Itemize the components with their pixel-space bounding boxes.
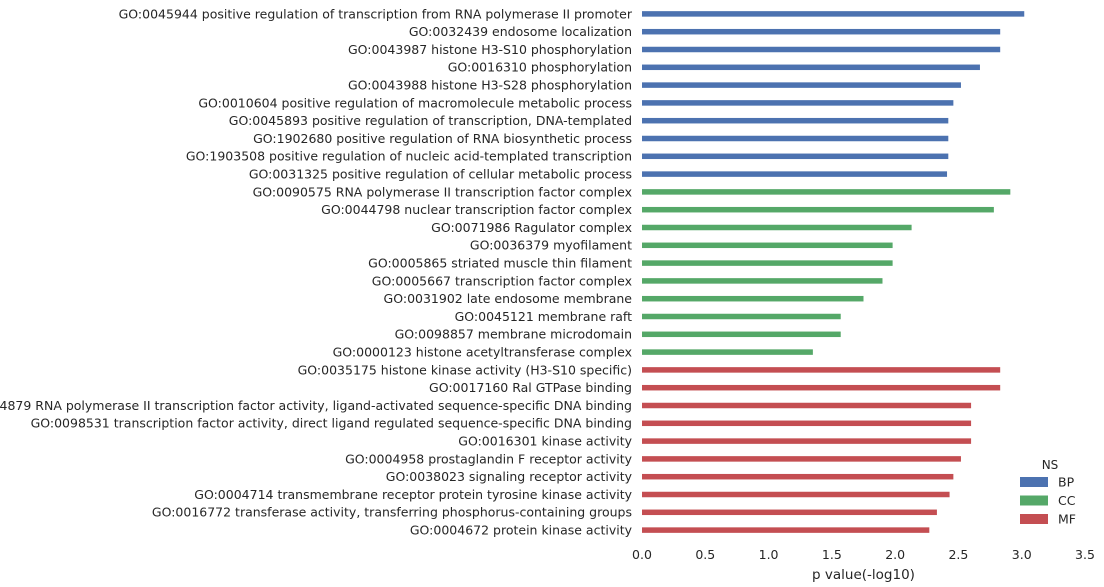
bar-bp <box>642 100 954 106</box>
x-tick-label: 0.5 <box>695 547 715 562</box>
category-label: GO:0098857 membrane microdomain <box>395 327 632 342</box>
bar-bp <box>642 153 949 160</box>
legend: NS BP CC MF <box>1020 458 1076 526</box>
bar-cc <box>642 206 994 213</box>
bar-mf <box>642 491 950 498</box>
bar-bp <box>642 11 1025 17</box>
bar-mf <box>642 420 972 427</box>
legend-title: NS <box>1042 458 1059 472</box>
x-tick-label: 2.0 <box>885 547 905 562</box>
category-label: GO:0038023 signaling receptor activity <box>386 469 633 484</box>
legend-label-mf: MF <box>1058 511 1076 526</box>
x-axis-ticks: 0.0 0.5 1.0 1.5 2.0 2.5 3.0 3.5 <box>632 547 1095 562</box>
legend-label-bp: BP <box>1058 474 1075 489</box>
x-tick-label: 1.0 <box>759 547 779 562</box>
bar-mf <box>642 456 961 462</box>
category-label: GO:0005865 striated muscle thin filament <box>368 255 632 270</box>
bar-mf <box>642 402 972 409</box>
category-label: GO:0004879 RNA polymerase II transcripti… <box>0 398 632 413</box>
category-label: GO:0044798 nuclear transcription factor … <box>321 202 632 217</box>
category-label: GO:0010604 positive regulation of macrom… <box>198 95 632 110</box>
bar-cc <box>642 331 841 338</box>
bar-cc <box>642 224 912 231</box>
x-tick-label: 3.5 <box>1075 547 1095 562</box>
legend-swatch-mf <box>1020 514 1048 524</box>
bar-cc <box>642 260 893 266</box>
category-label: GO:0004714 transmembrane receptor protei… <box>194 487 632 502</box>
bar-mf <box>642 438 972 444</box>
category-label: GO:0045944 positive regulation of transc… <box>119 6 633 21</box>
bar-cc <box>642 189 1011 195</box>
category-label: GO:0016301 kinase activity <box>458 433 632 448</box>
x-tick-label: 3.0 <box>1012 547 1032 562</box>
category-label: GO:0016772 transferase activity, transfe… <box>152 505 632 520</box>
bar-bp <box>642 171 948 177</box>
bar-bp <box>642 64 980 71</box>
x-tick-label: 1.5 <box>822 547 842 562</box>
bar-cc <box>642 349 813 355</box>
category-label: GO:0036379 myofilament <box>470 238 632 253</box>
category-label: GO:1902680 positive regulation of RNA bi… <box>253 131 632 146</box>
x-axis-title: p value(-log10) <box>812 567 915 583</box>
category-label: GO:1903508 positive regulation of nuclei… <box>186 149 632 164</box>
category-label: GO:0017160 Ral GTPase binding <box>429 380 632 395</box>
bar-bp <box>642 46 1001 53</box>
category-label: GO:0045121 membrane raft <box>455 309 633 324</box>
bar-mf <box>642 527 930 533</box>
legend-swatch-bp <box>1020 477 1048 487</box>
bar-mf <box>642 473 954 480</box>
bar-cc <box>642 295 864 302</box>
bars-layer <box>642 11 1025 533</box>
legend-label-cc: CC <box>1058 493 1076 508</box>
bar-cc <box>642 242 893 249</box>
category-label: GO:0098531 transcription factor activity… <box>31 416 632 431</box>
bar-cc <box>642 278 883 284</box>
bar-mf <box>642 509 937 516</box>
category-label: GO:0004672 protein kinase activity <box>410 522 633 537</box>
category-label: GO:0090575 RNA polymerase II transcripti… <box>253 184 632 199</box>
category-label: GO:0032439 endosome localization <box>409 24 632 39</box>
category-labels: GO:0045944 positive regulation of transc… <box>0 6 633 537</box>
bar-bp <box>642 28 1001 35</box>
category-label: GO:0004958 prostaglandin F receptor acti… <box>345 451 633 466</box>
category-label: GO:0031325 positive regulation of cellul… <box>249 166 632 181</box>
category-label: GO:0045893 positive regulation of transc… <box>229 113 632 128</box>
category-label: GO:0071986 Ragulator complex <box>431 220 632 235</box>
x-tick-label: 0.0 <box>632 547 652 562</box>
category-label: GO:0043988 histone H3-S28 phosphorylatio… <box>348 77 632 92</box>
category-label: GO:0035175 histone kinase activity (H3-S… <box>298 362 632 377</box>
legend-items: BP CC MF <box>1020 474 1076 526</box>
bar-bp <box>642 82 961 88</box>
bar-mf <box>642 384 1001 391</box>
category-label: GO:0016310 phosphorylation <box>448 60 632 75</box>
x-tick-label: 2.5 <box>948 547 968 562</box>
bar-cc <box>642 313 841 320</box>
bar-bp <box>642 135 949 142</box>
category-label: GO:0043987 histone H3-S10 phosphorylatio… <box>348 42 632 57</box>
bar-mf <box>642 367 1001 373</box>
category-label: GO:0031902 late endosome membrane <box>384 291 633 306</box>
category-label: GO:0000123 histone acetyltransferase com… <box>333 344 632 359</box>
bar-bp <box>642 117 949 124</box>
legend-swatch-cc <box>1020 495 1048 506</box>
category-label: GO:0005667 transcription factor complex <box>372 273 632 288</box>
